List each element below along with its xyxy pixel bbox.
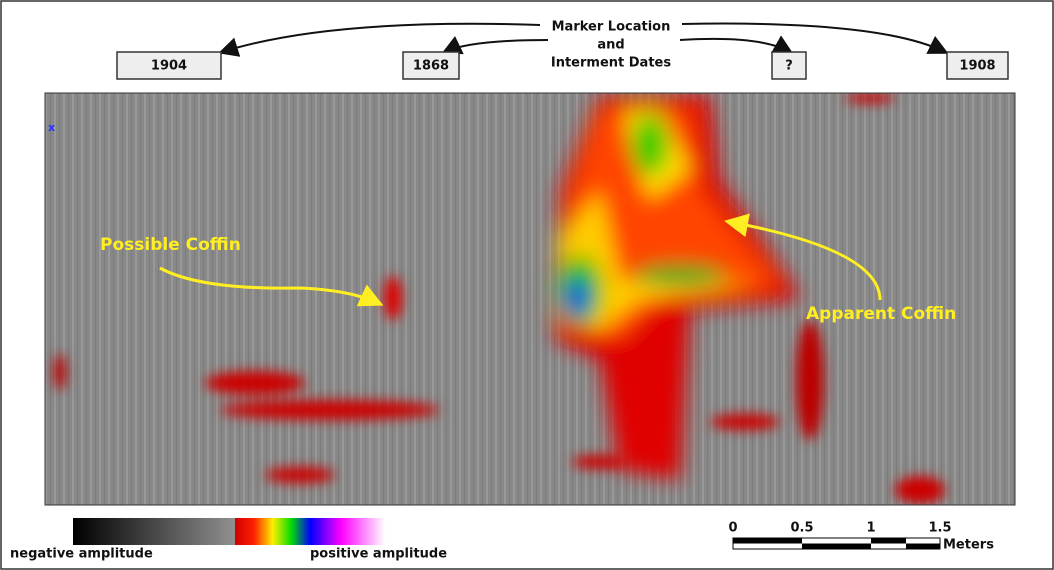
marker-label: 1908 xyxy=(959,59,995,74)
scale-label: 1.5 xyxy=(928,521,951,536)
scale-bar xyxy=(733,538,940,549)
title-line: and xyxy=(597,38,624,53)
scale-label: 0.5 xyxy=(790,521,813,536)
radargram: x xyxy=(45,93,1015,505)
title-line: Interment Dates xyxy=(551,56,671,71)
legend-label: negative amplitude xyxy=(10,547,153,562)
annotation: Possible Coffin xyxy=(100,235,241,255)
legend-label: positive amplitude xyxy=(310,547,447,562)
scale-label: 1 xyxy=(866,521,875,536)
marker-label: 1904 xyxy=(151,59,187,74)
figure: x Marker Location and Interment Dates 19… xyxy=(0,0,1054,570)
annotation: Apparent Coffin xyxy=(806,304,956,324)
marker-label: 1868 xyxy=(413,59,449,74)
colorbar xyxy=(73,518,385,545)
marker-label: ? xyxy=(785,59,793,74)
title-line: Marker Location xyxy=(552,20,671,35)
scale-label: 0 xyxy=(728,521,737,536)
corner-mark: x xyxy=(48,121,55,134)
scale-unit: Meters xyxy=(943,538,994,553)
